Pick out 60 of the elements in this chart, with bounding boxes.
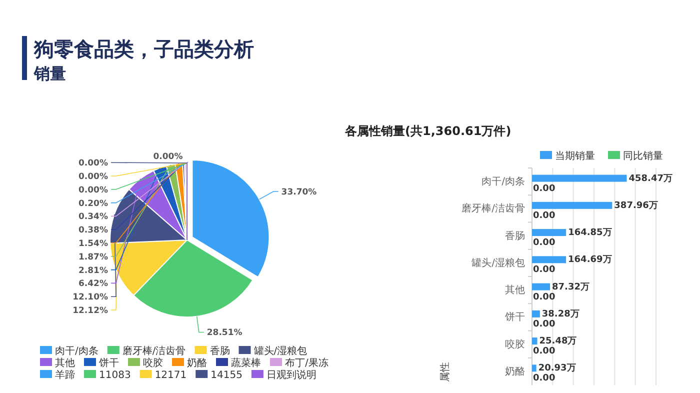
y-tick-label: 肉干/肉条: [482, 176, 525, 188]
legend-label: 12171: [154, 370, 187, 381]
data-label: 0.00: [533, 265, 556, 276]
legend-label: 蔬菜棒: [231, 357, 261, 369]
y-tick-label: 咬胶: [505, 338, 525, 350]
y-tick-label: 磨牙棒/洁齿骨: [462, 202, 525, 215]
data-label: 0.20%: [78, 198, 108, 209]
data-label: 33.70%: [281, 188, 318, 198]
legend-label: 11083: [99, 370, 131, 381]
data-label: 6.42%: [78, 279, 108, 290]
data-label: 0.00: [533, 374, 556, 384]
text: 0.00%: [78, 158, 108, 169]
legend-label: 14155: [210, 370, 242, 381]
data-label: 164.69万: [568, 255, 612, 266]
text: 各属性销量(共1,360.61万件): [344, 124, 512, 138]
legend-label: 磨牙棒/洁齿骨: [122, 345, 186, 357]
data-label: 0.34%: [78, 212, 108, 222]
legend-label: 肉干/肉条: [55, 345, 98, 357]
y-tick-label: 罐头/湿粮包: [472, 256, 525, 269]
data-label: 38.28万: [542, 309, 580, 320]
legend-label: 咬胶: [143, 357, 163, 369]
legend-label: 当期销量: [555, 150, 595, 162]
data-label: 0.00: [533, 238, 556, 248]
data-label: 2.81%: [78, 266, 108, 276]
y-tick-label: 其他: [505, 284, 525, 296]
text: 0.00%: [153, 152, 183, 162]
y-tick-label: 奶酪: [505, 365, 525, 378]
data-label: 0.00: [533, 184, 556, 194]
data-label: 0.00: [533, 346, 556, 357]
data-label: 25.48万: [539, 336, 577, 347]
y-tick-label: 香肠: [505, 230, 525, 242]
chart-subtitle: 销量: [33, 64, 66, 83]
legend-label: 奶酪: [187, 357, 207, 369]
data-label: 458.47万: [628, 174, 672, 184]
data-label: 12.10%: [72, 292, 108, 303]
data-label: 0.00: [533, 210, 556, 221]
legend-label: 日观到说明: [266, 369, 316, 381]
y-axis-title: 属性: [439, 362, 451, 382]
data-label: 0.38%: [78, 226, 108, 236]
text: 0.00%: [78, 185, 108, 196]
legend-label: 同比销量: [623, 150, 663, 162]
data-label: 0.00: [533, 292, 556, 302]
data-label: 387.96万: [614, 200, 658, 211]
data-label: 28.51%: [206, 328, 243, 338]
legend-label: 饼干: [98, 357, 119, 369]
y-tick-label: 饼干: [504, 311, 525, 324]
legend-label: 羊蹄: [55, 369, 75, 381]
data-label: 1.87%: [78, 252, 108, 262]
legend-label: 其他: [55, 357, 75, 369]
data-label: 12.12%: [72, 306, 108, 316]
data-label: 0.00: [533, 319, 556, 330]
legend-label: 香肠: [210, 345, 230, 357]
data-label: 87.32万: [552, 282, 590, 292]
chart-title: 狗零食品类，子品类分析: [33, 37, 254, 61]
legend-label: 布丁/果冻: [285, 357, 328, 369]
data-label: 164.85万: [568, 228, 612, 238]
legend-label: 罐头/湿粮包: [254, 345, 308, 357]
text: 0.00%: [78, 172, 108, 182]
data-label: 1.54%: [78, 239, 108, 249]
data-label: 20.93万: [538, 364, 576, 374]
